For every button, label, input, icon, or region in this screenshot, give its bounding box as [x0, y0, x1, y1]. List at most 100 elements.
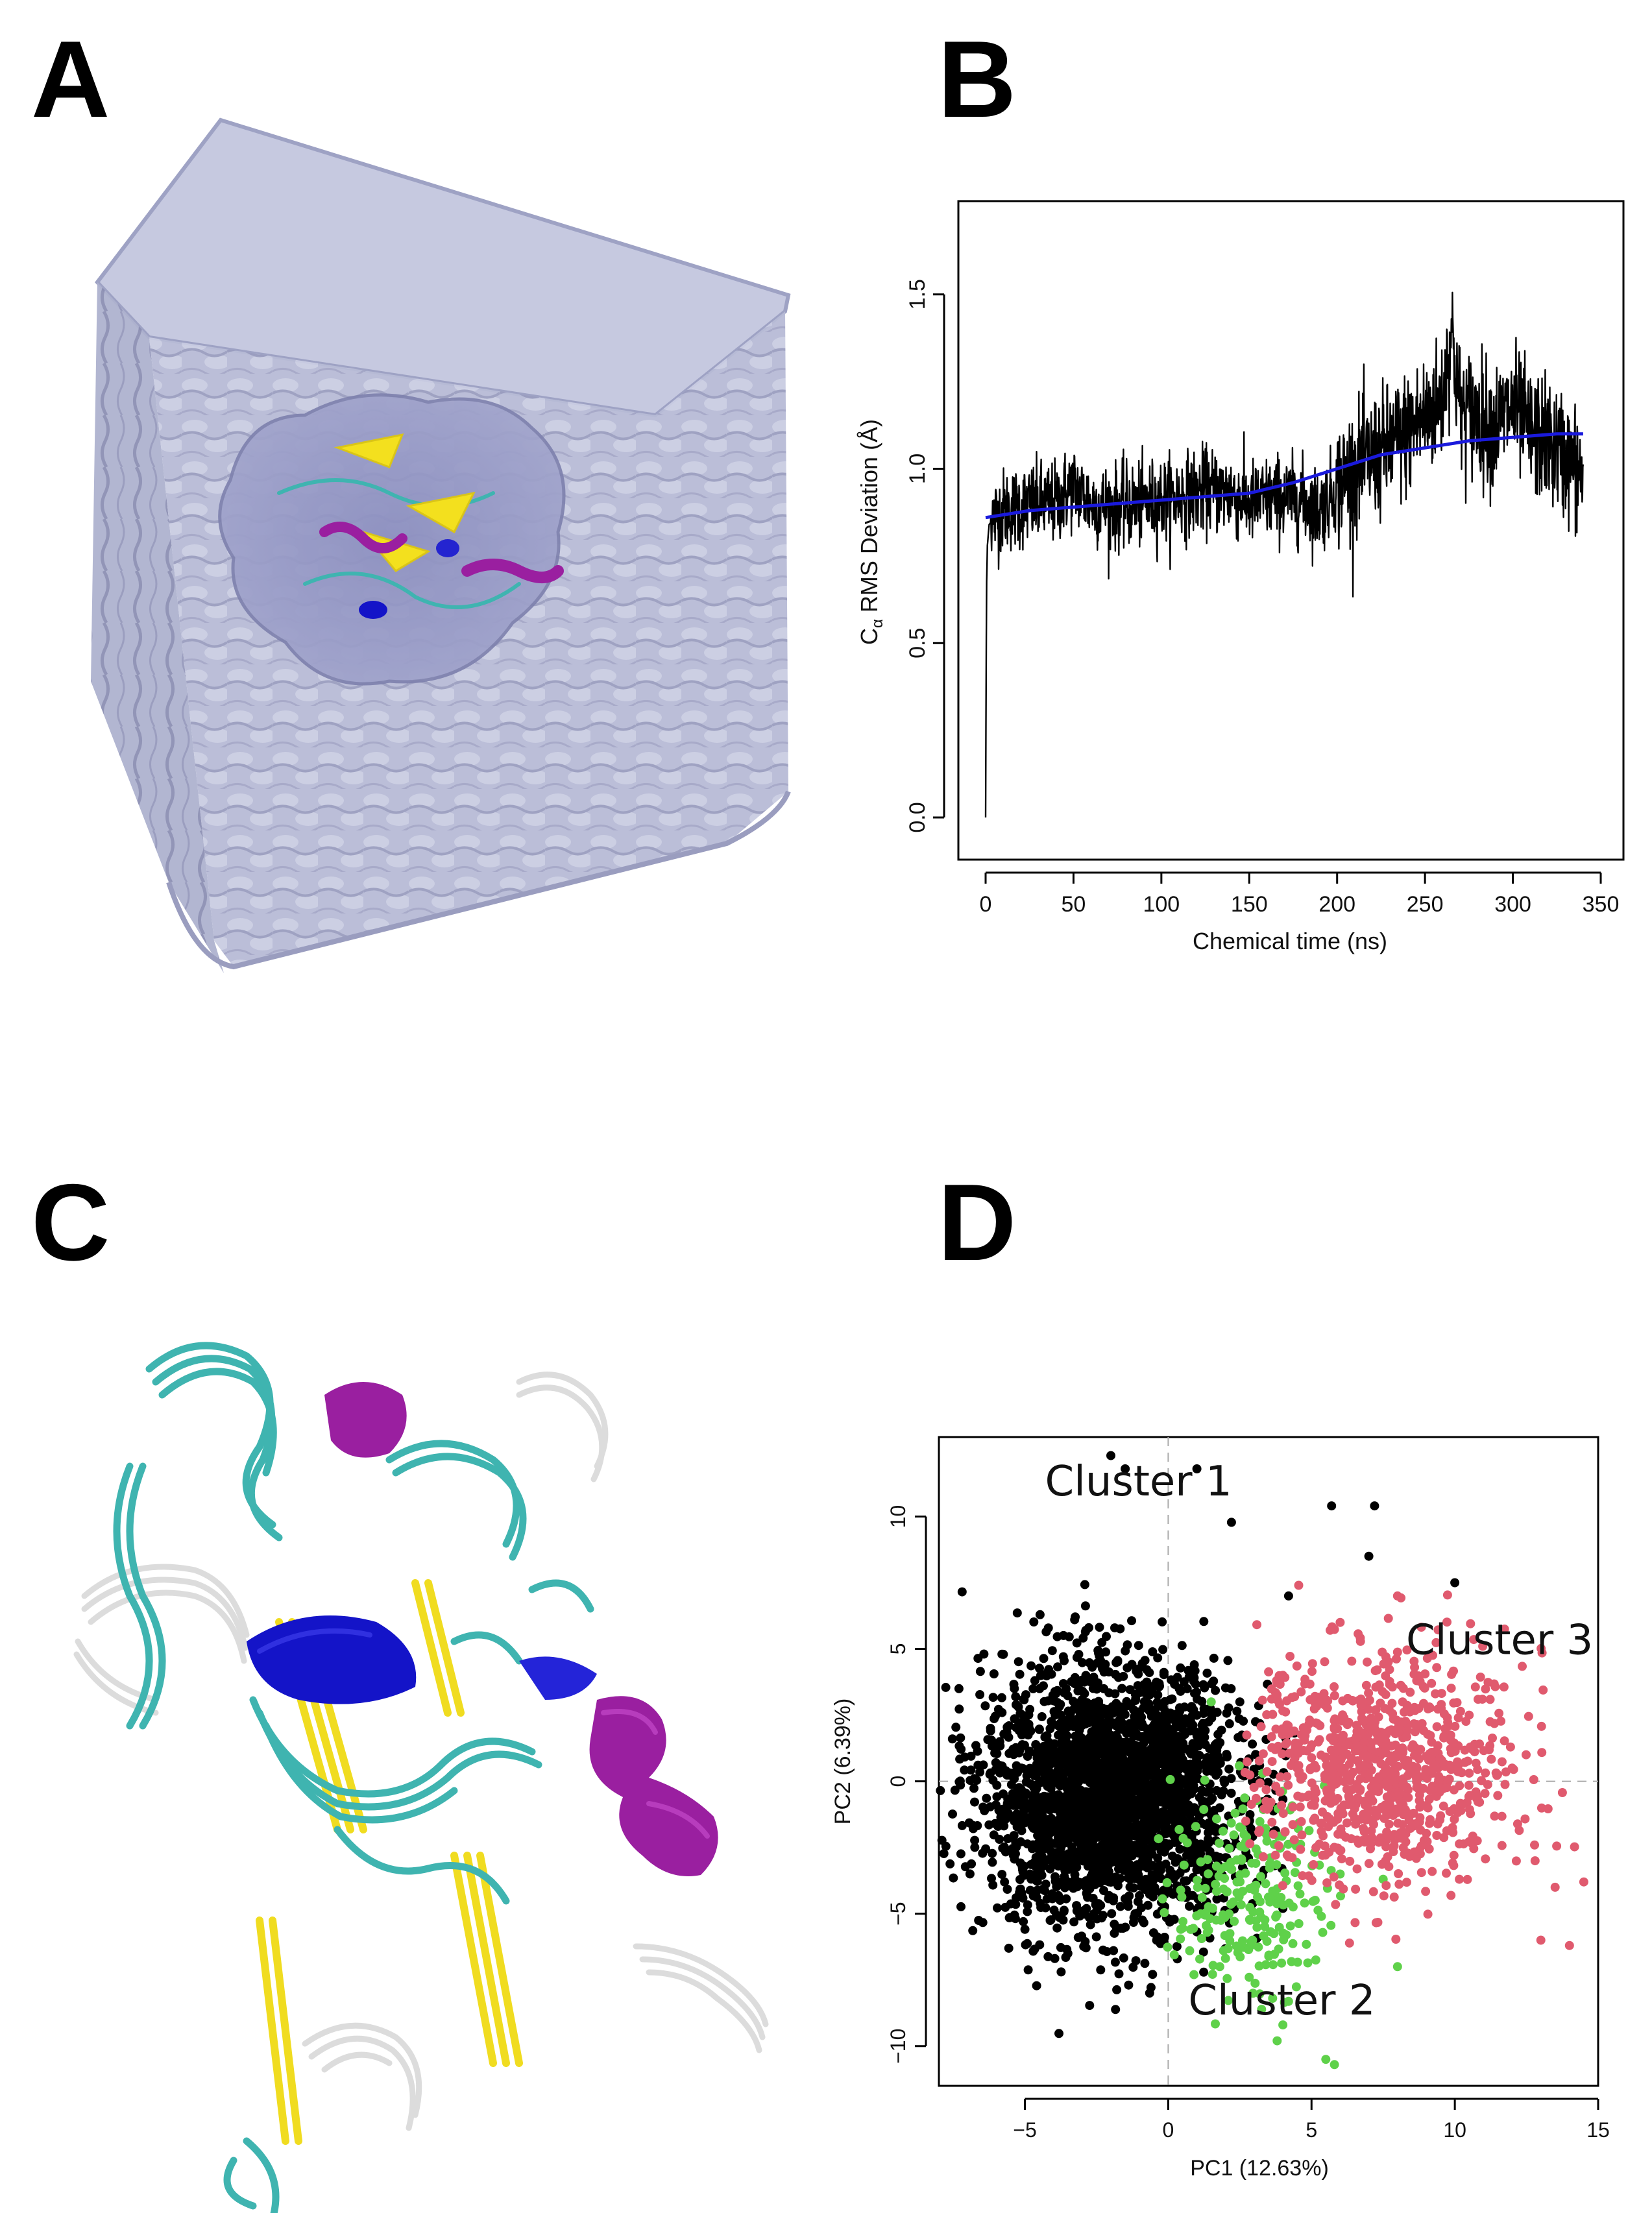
scatter-point — [1480, 1789, 1490, 1798]
scatter-point — [1278, 1671, 1288, 1680]
scatter-point — [1032, 1760, 1041, 1769]
scatter-point — [957, 1820, 967, 1830]
scatter-point — [1464, 1710, 1474, 1720]
scatter-point — [1143, 1704, 1152, 1714]
scatter-point — [1150, 1813, 1160, 1822]
scatter-point — [1056, 1967, 1066, 1977]
scatter-point — [1537, 1721, 1546, 1731]
scatter-point — [1376, 1699, 1385, 1708]
panel-label-b: B — [938, 18, 1017, 140]
scatter-point — [1446, 1684, 1456, 1693]
scatter-point — [1392, 1962, 1402, 1972]
scatter-point — [1092, 1905, 1102, 1915]
scatter-point — [1278, 2020, 1288, 2030]
scatter-point — [1143, 1803, 1152, 1813]
scatter-point — [1223, 1656, 1233, 1665]
scatter-point — [1490, 1719, 1500, 1728]
scatter-point — [1039, 1654, 1049, 1663]
scatter-point — [1247, 1858, 1257, 1868]
scatter-point — [1071, 1721, 1080, 1731]
scatter-point — [1202, 1855, 1212, 1865]
scatter-point — [1071, 1834, 1081, 1844]
scatter-point — [1336, 1891, 1345, 1901]
scatter-point — [1405, 1687, 1415, 1697]
scatter-point — [1093, 1645, 1103, 1655]
scatter-point — [1360, 1837, 1370, 1847]
scatter-point — [1110, 1919, 1119, 1929]
y-tick-label: 0.5 — [905, 628, 930, 659]
scatter-point — [1354, 1784, 1363, 1793]
scatter-point — [1470, 1682, 1480, 1692]
scatter-point — [1500, 1736, 1509, 1746]
scatter-point — [1136, 1715, 1145, 1724]
scatter-point — [1200, 1726, 1210, 1735]
scatter-point — [1025, 1704, 1035, 1714]
scatter-point — [1423, 1803, 1433, 1813]
scatter-point — [1361, 1815, 1371, 1825]
scatter-point — [1051, 1857, 1061, 1867]
scatter-point — [1220, 1874, 1230, 1883]
scatter-point — [1148, 1842, 1158, 1852]
scatter-point — [1182, 1876, 1191, 1886]
scatter-point — [1483, 1780, 1492, 1789]
scatter-point — [1082, 1762, 1092, 1772]
scatter-point — [1023, 1900, 1032, 1910]
scatter-point — [1011, 1849, 1020, 1859]
scatter-point — [1212, 1887, 1221, 1896]
scatter-point — [1317, 1826, 1326, 1836]
scatter-point — [1387, 1699, 1397, 1708]
scatter-point — [1010, 1914, 1020, 1924]
scatter-point — [1283, 1591, 1293, 1601]
scatter-point — [1087, 1841, 1097, 1850]
scatter-point — [982, 1793, 991, 1803]
scatter-point — [1161, 1782, 1171, 1792]
scatter-point — [1284, 1748, 1294, 1758]
scatter-point — [1405, 1852, 1415, 1861]
scatter-point — [947, 1734, 957, 1744]
scatter-point — [1307, 1753, 1317, 1763]
scatter-point — [993, 1903, 1002, 1913]
scatter-point — [1041, 1671, 1051, 1680]
scatter-point — [1154, 1834, 1163, 1844]
scatter-point — [1080, 1627, 1090, 1637]
scatter-point — [1241, 1868, 1250, 1878]
scatter-point — [1333, 1794, 1342, 1803]
scatter-point — [1090, 1789, 1100, 1799]
scatter-point — [1052, 1923, 1062, 1933]
scatter-point — [1351, 1735, 1361, 1745]
scatter-point — [1096, 1712, 1105, 1721]
scatter-point — [1174, 1684, 1184, 1693]
scatter-point — [1254, 1756, 1264, 1766]
scatter-point — [1278, 1928, 1288, 1938]
scatter-point — [1134, 1641, 1143, 1651]
scatter-point — [1346, 1834, 1356, 1844]
scatter-point — [1099, 1739, 1109, 1749]
scatter-point — [1262, 1767, 1272, 1776]
scatter-point — [1278, 1749, 1287, 1759]
scatter-point — [990, 1748, 1000, 1758]
scatter-point — [957, 1587, 967, 1597]
scatter-point — [1364, 1859, 1374, 1868]
scatter-point — [1245, 1770, 1255, 1780]
cluster-1-label: Cluster 1 — [1045, 1458, 1232, 1506]
scatter-point — [1298, 1723, 1308, 1733]
scatter-point — [1106, 1817, 1115, 1827]
scatter-point — [1211, 2019, 1220, 2029]
scatter-point — [1125, 1789, 1135, 1799]
scatter-point — [1481, 1854, 1490, 1864]
scatter-point — [1295, 1802, 1305, 1812]
scatter-point — [1381, 1652, 1391, 1662]
scatter-point — [1023, 1907, 1032, 1917]
scatter-point — [1147, 1736, 1157, 1746]
scatter-point — [1443, 1717, 1453, 1727]
scatter-point — [1110, 1928, 1119, 1938]
scatter-point — [1019, 1917, 1028, 1926]
scatter-point — [1500, 1780, 1510, 1789]
scatter-point — [1023, 1965, 1033, 1975]
scatter-point — [1058, 1652, 1068, 1662]
scatter-point — [1337, 1716, 1347, 1726]
scatter-point — [1092, 1684, 1102, 1694]
scatter-point — [1111, 1748, 1121, 1758]
scatter-point — [1190, 1666, 1200, 1676]
scatter-point — [1193, 1739, 1202, 1749]
